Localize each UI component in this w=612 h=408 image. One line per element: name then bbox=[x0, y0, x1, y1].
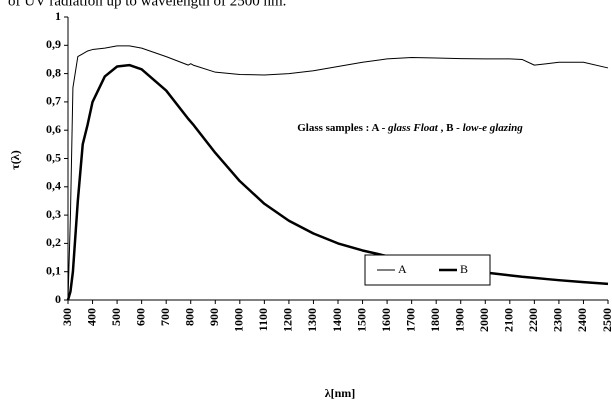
x-tick-label: 1400 bbox=[330, 308, 344, 332]
x-tick-label: 2000 bbox=[477, 308, 491, 332]
x-tick-label: 2200 bbox=[526, 308, 540, 332]
x-axis-label: λ[nm] bbox=[325, 386, 356, 400]
x-tick-label: 1900 bbox=[452, 308, 466, 332]
legend-label: B bbox=[460, 262, 468, 276]
annotation-part: low-e glazing bbox=[463, 122, 524, 134]
y-tick-label: 0,9 bbox=[46, 37, 61, 51]
x-tick-label: 400 bbox=[84, 308, 98, 326]
y-tick-label: 0,6 bbox=[46, 122, 61, 136]
y-tick-label: 0,4 bbox=[46, 179, 61, 193]
x-tick-label: 1200 bbox=[281, 308, 295, 332]
y-tick-label: 0,8 bbox=[46, 65, 61, 79]
chart-title: of UV radiation up to wavelength of 2500… bbox=[8, 0, 286, 9]
x-tick-label: 1700 bbox=[403, 308, 417, 332]
x-tick-label: 1600 bbox=[379, 308, 393, 332]
annotation-part: Glass samples : A - bbox=[297, 122, 388, 134]
annotation-part: , B - bbox=[438, 122, 463, 134]
y-tick-label: 0,2 bbox=[46, 235, 61, 249]
annotation-part: glass Float bbox=[387, 122, 439, 134]
series-line bbox=[66, 63, 609, 301]
y-tick-label: 0,1 bbox=[46, 263, 61, 277]
y-tick-label: 1 bbox=[55, 9, 61, 23]
annotation: Glass samples : A - glass Float , B - lo… bbox=[297, 122, 523, 134]
legend-label: A bbox=[398, 262, 407, 276]
x-tick-label: 2500 bbox=[600, 308, 612, 332]
x-tick-label: 2100 bbox=[502, 308, 516, 332]
y-tick-label: 0 bbox=[55, 292, 61, 306]
x-tick-label: 1800 bbox=[428, 308, 442, 332]
x-tick-label: 500 bbox=[109, 308, 123, 326]
y-tick-label: 0,5 bbox=[46, 150, 61, 164]
x-tick-label: 700 bbox=[158, 308, 172, 326]
x-tick-label: 1000 bbox=[232, 308, 246, 332]
x-tick-label: 1300 bbox=[305, 308, 319, 332]
x-tick-label: 900 bbox=[207, 308, 221, 326]
x-tick-label: 600 bbox=[133, 308, 147, 326]
x-tick-label: 1500 bbox=[354, 308, 368, 332]
x-tick-label: 2300 bbox=[551, 308, 565, 332]
x-tick-label: 1100 bbox=[256, 308, 270, 331]
series-line bbox=[67, 45, 609, 301]
y-axis-label: τ(λ) bbox=[8, 150, 22, 169]
x-tick-label: 2400 bbox=[575, 308, 589, 332]
y-tick-label: 0,7 bbox=[46, 94, 61, 108]
x-tick-label: 300 bbox=[60, 308, 74, 326]
y-tick-label: 0,3 bbox=[46, 207, 61, 221]
x-tick-label: 800 bbox=[182, 308, 196, 326]
